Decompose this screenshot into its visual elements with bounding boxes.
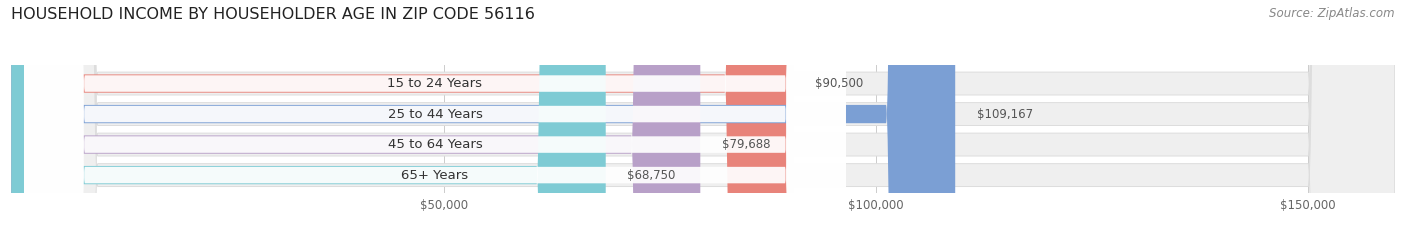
FancyBboxPatch shape xyxy=(11,0,700,233)
FancyBboxPatch shape xyxy=(24,0,845,233)
Text: Source: ZipAtlas.com: Source: ZipAtlas.com xyxy=(1270,7,1395,20)
FancyBboxPatch shape xyxy=(11,0,1395,233)
FancyBboxPatch shape xyxy=(24,0,845,233)
Text: $109,167: $109,167 xyxy=(977,108,1033,120)
Text: 25 to 44 Years: 25 to 44 Years xyxy=(388,108,482,120)
Text: 15 to 24 Years: 15 to 24 Years xyxy=(388,77,482,90)
FancyBboxPatch shape xyxy=(24,0,845,233)
Text: HOUSEHOLD INCOME BY HOUSEHOLDER AGE IN ZIP CODE 56116: HOUSEHOLD INCOME BY HOUSEHOLDER AGE IN Z… xyxy=(11,7,536,22)
FancyBboxPatch shape xyxy=(11,0,1395,233)
Text: $68,750: $68,750 xyxy=(627,169,676,182)
Text: $79,688: $79,688 xyxy=(721,138,770,151)
FancyBboxPatch shape xyxy=(24,0,845,233)
Text: $90,500: $90,500 xyxy=(815,77,863,90)
FancyBboxPatch shape xyxy=(11,0,1395,233)
FancyBboxPatch shape xyxy=(11,0,794,233)
Text: 65+ Years: 65+ Years xyxy=(401,169,468,182)
FancyBboxPatch shape xyxy=(11,0,1395,233)
FancyBboxPatch shape xyxy=(11,0,606,233)
FancyBboxPatch shape xyxy=(11,0,955,233)
Text: 45 to 64 Years: 45 to 64 Years xyxy=(388,138,482,151)
